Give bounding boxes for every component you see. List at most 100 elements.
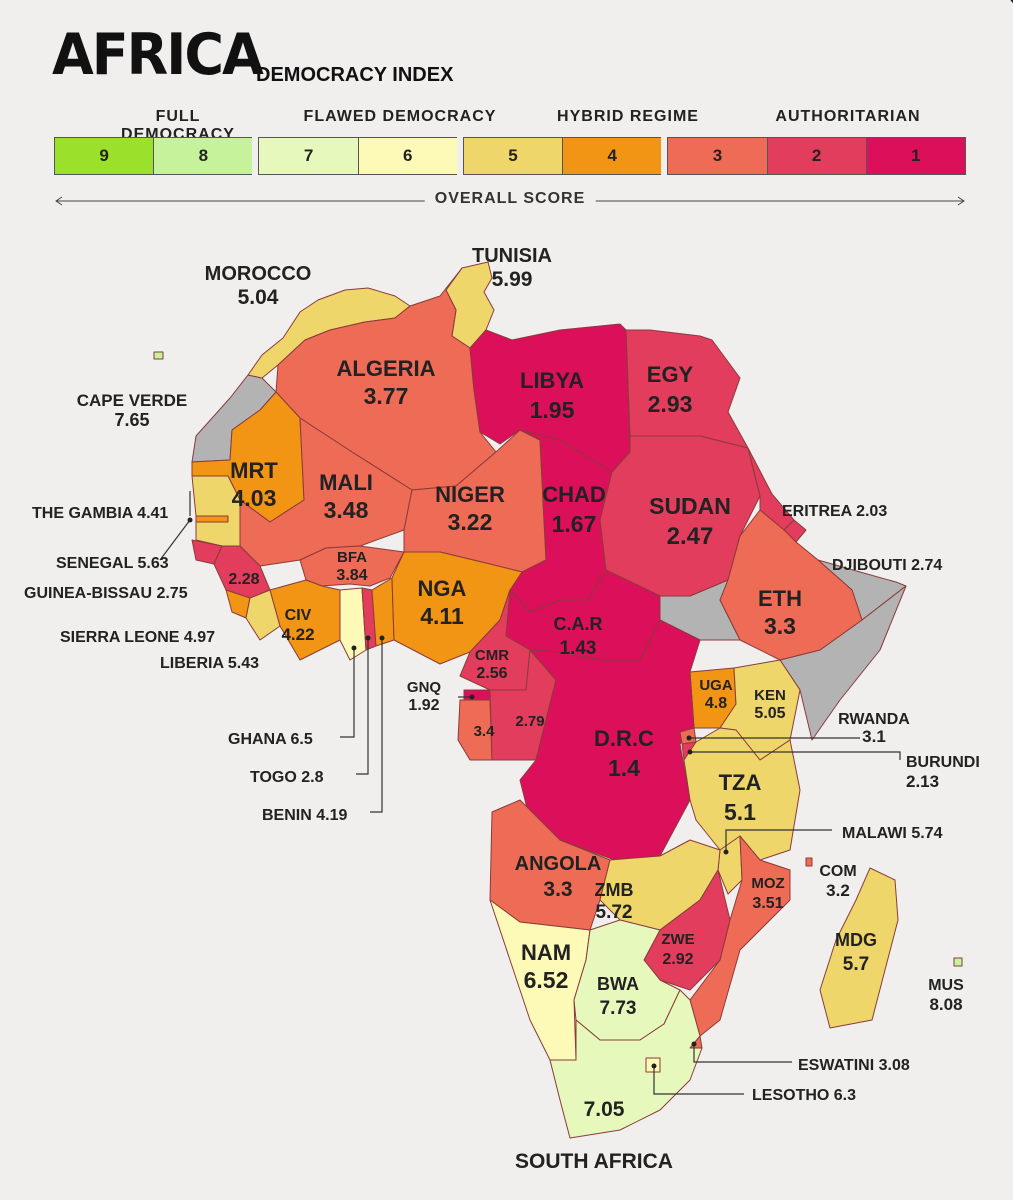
country-score: 5.1 [724, 799, 756, 825]
country-region[interactable] [153, 351, 164, 360]
country-score: 3.1 [862, 727, 886, 746]
country-name: D.R.C [594, 726, 654, 751]
country-score: 3.3 [764, 613, 796, 639]
country-name: MALI [319, 470, 373, 495]
scale-cell-9: 9 [54, 137, 154, 175]
country-score: 7.65 [114, 410, 149, 430]
score-axis: OVERALL SCORE [54, 190, 966, 210]
country-score: 5.72 [596, 902, 633, 923]
leader-line [693, 1044, 792, 1063]
country-score: 2.28 [228, 571, 259, 588]
scale-cell-6: 6 [357, 137, 457, 175]
location-dot [651, 1063, 657, 1069]
country-score: 2.47 [667, 523, 714, 550]
country-label: TOGO 2.8 [250, 769, 324, 786]
country-name: NAM [521, 940, 571, 965]
country-region[interactable] [463, 689, 491, 701]
leader-line [370, 638, 383, 813]
country-region[interactable] [719, 509, 863, 661]
country-name: MUS [928, 977, 964, 994]
category-flawed-democracy: FLAWED DEMOCRACY [303, 108, 497, 125]
country-region[interactable] [805, 857, 813, 867]
country-name: SOUTH AFRICA [515, 1150, 673, 1173]
country-score: 3.22 [448, 509, 493, 535]
country-name: ZWE [661, 931, 694, 948]
country-score: 1.4 [608, 755, 640, 781]
country-region[interactable] [519, 619, 701, 863]
country-name: KEN [754, 687, 786, 704]
country-score: 7.05 [584, 1098, 625, 1121]
country-score: 6.52 [524, 967, 569, 993]
country-region[interactable] [683, 727, 801, 861]
country-score: 5.7 [843, 954, 869, 975]
country-name: MOROCCO [205, 263, 312, 285]
country-label: DJIBOUTI 2.74 [832, 557, 942, 574]
country-score: 2.79 [515, 713, 544, 730]
country-name: CIV [285, 607, 312, 624]
country-region[interactable] [549, 989, 703, 1139]
scale-cell-3: 3 [667, 137, 767, 175]
scale-cell-2: 2 [766, 137, 866, 175]
country-region[interactable] [489, 899, 591, 1061]
country-name: LIBYA [520, 368, 584, 393]
location-dot [469, 694, 475, 700]
country-score: 1.95 [530, 397, 575, 423]
location-dot [379, 635, 385, 641]
country-region[interactable] [339, 587, 367, 661]
country-name: MOZ [751, 875, 784, 892]
country-label: SIERRA LEONE 4.97 [60, 629, 215, 646]
leader-line [725, 829, 832, 852]
category-authoritarian: AUTHORITARIAN [775, 108, 921, 125]
scale-cell-1: 1 [865, 137, 966, 175]
location-dot [187, 517, 193, 523]
country-name: ANGOLA [515, 853, 602, 875]
country-region[interactable] [191, 475, 241, 547]
country-label: ESWATINI 3.08 [798, 1057, 910, 1074]
country-label: LIBERIA 5.43 [160, 655, 259, 672]
country-name: SUDAN [649, 493, 731, 519]
country-name: TZA [719, 770, 762, 795]
country-label: BENIN 4.19 [262, 807, 347, 824]
location-dot [723, 849, 729, 855]
country-score: 5.99 [492, 268, 533, 291]
country-name: CHAD [542, 482, 606, 507]
scale-cell-7: 7 [258, 137, 358, 175]
country-name: CMR [475, 647, 509, 664]
country-score: 3.4 [474, 723, 496, 740]
country-region[interactable] [953, 957, 963, 967]
country-score: 5.05 [754, 705, 785, 722]
country-region[interactable] [819, 867, 899, 1029]
country-score: 4.03 [232, 485, 277, 511]
country-name: EGY [647, 362, 694, 387]
country-name: NIGER [435, 482, 505, 507]
location-dot [351, 645, 357, 651]
country-score: 7.73 [600, 998, 637, 1019]
score-axis-label: OVERALL SCORE [424, 190, 596, 208]
country-score: 2.56 [476, 665, 507, 682]
country-score: 3.84 [336, 567, 367, 584]
country-name: MRT [230, 458, 278, 483]
country-region[interactable] [457, 699, 493, 761]
category-hybrid-regime: HYBRID REGIME [557, 108, 699, 125]
map-title: AFRICA [52, 21, 264, 88]
leader-line [690, 751, 901, 760]
country-name: MDG [835, 930, 877, 950]
country-label: THE GAMBIA 4.41 [32, 505, 168, 522]
country-score: 2.93 [648, 391, 693, 417]
country-label: ERITREA 2.03 [782, 503, 887, 520]
scale-cell-4: 4 [562, 137, 662, 175]
leader-line [159, 519, 191, 561]
country-label: MALAWI 5.74 [842, 825, 943, 842]
country-region[interactable] [625, 329, 749, 449]
country-label: GUINEA-BISSAU 2.75 [24, 585, 188, 602]
scale-cell-8: 8 [153, 137, 253, 175]
country-region[interactable] [195, 515, 229, 523]
country-label: SENEGAL 5.63 [56, 555, 169, 572]
country-name: COM [819, 863, 856, 880]
country-name: BWA [597, 974, 639, 994]
country-name: C.A.R [554, 614, 603, 634]
country-score: 1.43 [560, 638, 597, 659]
country-name: ZMB [595, 880, 634, 900]
country-label: LESOTHO 6.3 [752, 1087, 856, 1104]
